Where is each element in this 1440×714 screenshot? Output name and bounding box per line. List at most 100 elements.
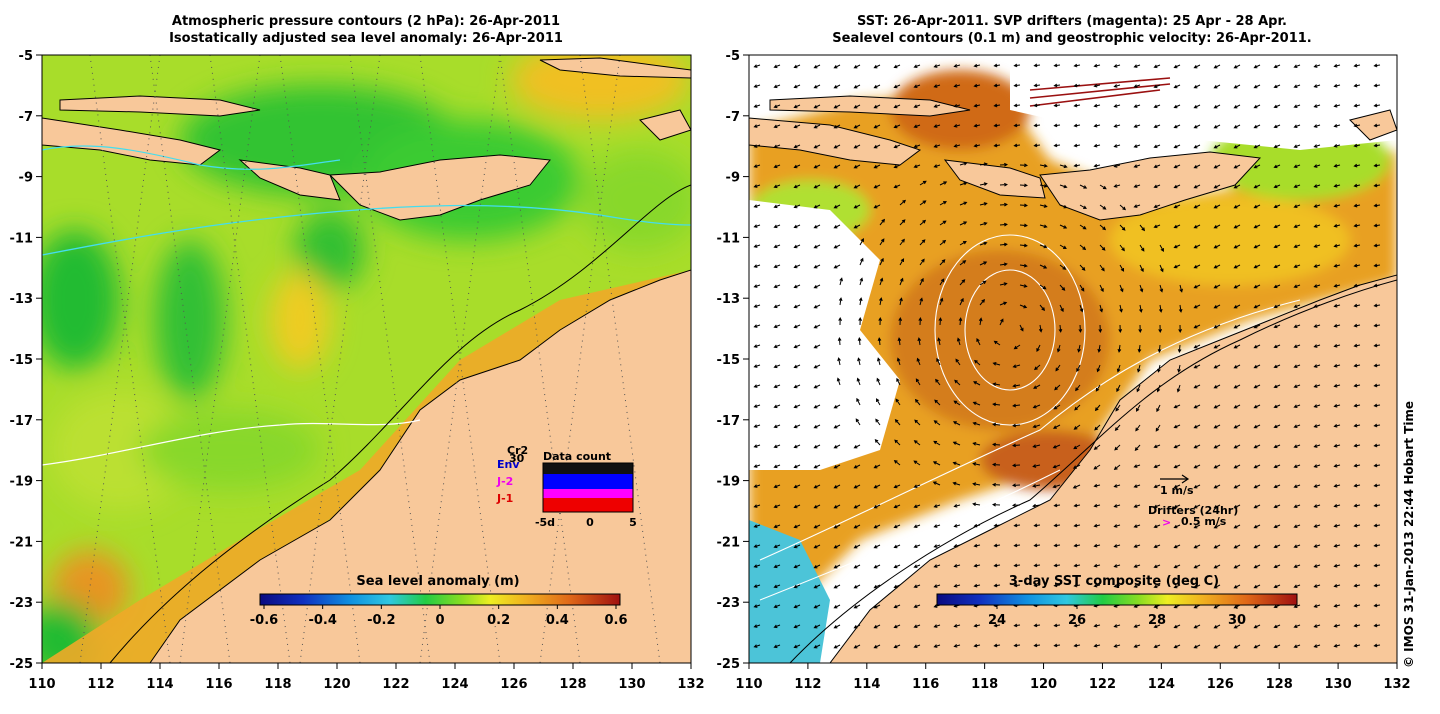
left-colorbar [259,593,621,606]
velocity-arrow [913,104,921,109]
velocity-arrow [1073,123,1081,128]
velocity-arrow [1293,364,1301,369]
velocity-arrow [1036,344,1041,353]
velocity-arrow [1113,564,1121,568]
velocity-arrow [1019,223,1028,228]
velocity-arrow [1333,123,1341,128]
velocity-arrow [753,64,761,68]
left-y-tick-label: -25 [10,657,34,672]
velocity-arrow [813,324,821,329]
velocity-arrow [919,277,924,286]
velocity-arrow [1253,484,1261,489]
velocity-arrow [1173,264,1181,269]
velocity-arrow [1193,364,1201,369]
velocity-arrow [1173,64,1181,69]
velocity-arrow [1013,143,1021,148]
velocity-arrow [1313,484,1321,488]
velocity-arrow [939,201,947,206]
velocity-arrow [932,481,941,486]
velocity-arrow [1038,324,1043,333]
velocity-arrow [952,461,961,466]
velocity-arrow [753,304,761,308]
velocity-arrow [1077,344,1081,353]
inset-title: Data count [543,450,611,463]
velocity-arrow [1373,63,1381,68]
velocity-arrow [893,459,901,466]
north-islands [539,57,691,79]
velocity-arrow [992,402,1001,407]
velocity-arrow [1233,384,1241,389]
velocity-arrow [1113,64,1121,68]
velocity-arrow [1333,363,1341,368]
velocity-arrow [1093,503,1101,508]
velocity-arrow [1293,204,1301,209]
velocity-arrow [1293,384,1301,389]
data-count-inset: Cr2 30 Env J-2 J-1 Data count -5d 0 5 [496,444,637,529]
velocity-arrow [873,564,881,569]
velocity-arrow [773,424,781,429]
velocity-arrow [873,104,881,109]
velocity-arrow [858,317,863,326]
velocity-arrow [838,317,843,326]
velocity-arrow [793,484,801,489]
velocity-arrow [859,257,864,266]
velocity-arrow [1213,84,1221,89]
velocity-arrow [1193,624,1201,629]
velocity-arrow [1099,244,1106,251]
velocity-arrow [1119,264,1125,272]
velocity-arrow [1119,304,1123,313]
velocity-arrow [1073,424,1081,430]
velocity-arrow [893,604,901,609]
velocity-arrow [1093,83,1101,88]
velocity-arrow [853,464,861,469]
sealevel-contours [759,234,1301,601]
left-x-tick-label: 110 [28,677,55,692]
left-x-tick-label: 126 [500,677,527,692]
velocity-arrow [753,644,761,648]
velocity-arrow [1133,624,1141,628]
velocity-arrow [856,397,861,406]
velocity-arrow [972,421,981,426]
velocity-arrow [1313,364,1321,368]
velocity-arrow [1032,424,1041,429]
velocity-arrow [1353,643,1361,648]
velocity-arrow [1213,424,1221,429]
right-y-tick-label: -5 [726,49,740,64]
velocity-arrow [1373,343,1381,348]
velocity-arrow [773,224,781,229]
velocity-arrow [1099,264,1105,272]
velocity-arrow [753,104,761,108]
velocity-arrow [1139,304,1143,313]
velocity-arrow [833,484,841,489]
velocity-arrow [1233,164,1241,169]
velocity-arrow [894,439,901,446]
left-colorbar-tick-label: -0.4 [308,613,336,628]
velocity-arrow [1193,384,1201,389]
right-x-tick-label: 124 [1148,677,1175,692]
velocity-arrow [773,244,781,249]
velocity-arrow [1058,324,1063,333]
velocity-arrow [1273,444,1281,449]
velocity-arrow [1158,324,1163,333]
velocity-arrow [1133,84,1141,88]
velocity-arrow [753,384,761,388]
left-y-tick-label: -23 [10,596,34,611]
velocity-arrow [793,104,801,109]
velocity-arrow [953,124,961,128]
velocity-arrow [773,344,781,349]
right-y-tick-label: -11 [717,231,741,246]
tanimbar-island [1349,109,1397,141]
velocity-arrow [1353,383,1361,388]
right-title-line1: SST: 26-Apr-2011. SVP drifters (magenta)… [857,14,1287,29]
velocity-arrow [1119,224,1126,231]
velocity-arrow [973,83,981,88]
velocity-arrow [1053,143,1061,148]
velocity-arrow [1213,584,1221,589]
satellite-tracks [79,55,661,663]
velocity-arrow [1136,404,1141,412]
shelf-contour [109,184,691,663]
velocity-arrow [1153,224,1161,229]
velocity-arrow [1013,63,1021,68]
left-x-tick-label: 118 [264,677,291,692]
left-x-tick-label: 112 [87,677,114,692]
